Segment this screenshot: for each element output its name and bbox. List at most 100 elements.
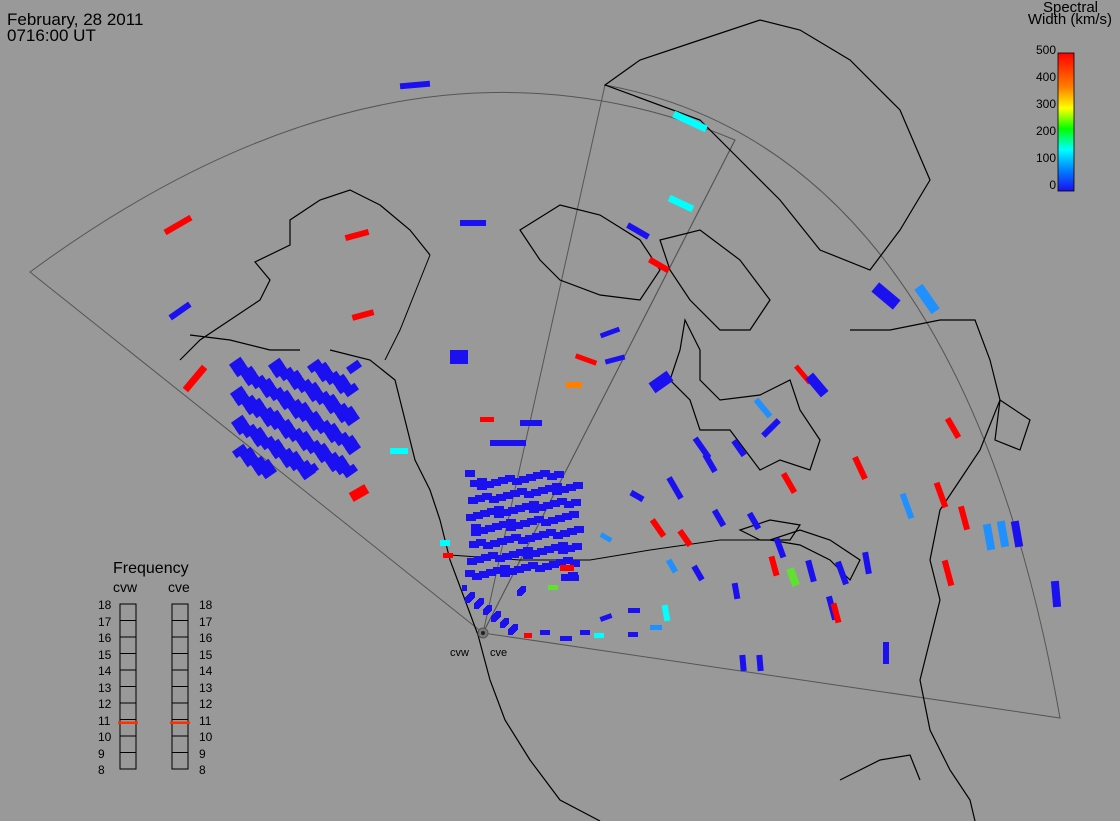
colorbar-tick: 100 [1035, 151, 1056, 165]
echo-cell [479, 571, 489, 578]
frequency-tick: 17 [199, 614, 213, 629]
echo-cell [503, 492, 513, 499]
echo-cell [327, 457, 345, 473]
echo-cell [261, 383, 279, 399]
echo-cell [558, 542, 568, 549]
radar-label-cvw: cvw [450, 647, 469, 659]
echo-cell [739, 654, 747, 672]
echo-cell [244, 400, 262, 416]
echo-cell [556, 559, 566, 566]
coastlines [179, 19, 1031, 821]
echo-cell [481, 554, 491, 561]
echo-cell [505, 475, 515, 482]
echo-cell [502, 553, 512, 560]
colorbar-tick: 300 [1035, 97, 1056, 111]
echo-cell [753, 397, 773, 419]
echo-cell [288, 456, 306, 472]
echo-cell [564, 501, 574, 508]
echo-cell [536, 504, 546, 511]
date-label: February, 28 2011 [7, 10, 144, 29]
echo-cell [649, 518, 667, 538]
echo-cell [761, 418, 781, 438]
echo-cell [519, 476, 529, 483]
echo-cell [342, 382, 360, 398]
echo-cell [390, 448, 408, 454]
echo-cell [315, 419, 333, 435]
frequency-tick: 13 [199, 680, 213, 695]
echo-cell [335, 379, 353, 395]
colorbar-swatch [1057, 52, 1075, 192]
radar-label-cve: cve [490, 647, 508, 659]
echo-cell [240, 394, 258, 410]
cve-frequency-column [170, 603, 190, 770]
echo-cell [230, 414, 248, 430]
echo-cell [248, 426, 266, 442]
echo-cell [474, 603, 479, 609]
frequency-tick: 10 [98, 730, 112, 744]
echo-cell [324, 370, 342, 386]
echo-cell [520, 420, 542, 426]
frequency-tick: 9 [199, 746, 206, 761]
arctic-islands [519, 204, 661, 301]
echo-cell [296, 378, 314, 394]
echo-cell [241, 423, 259, 439]
echo-cell [494, 506, 504, 513]
frequency-tick: 17 [98, 614, 112, 629]
echo-cell [182, 364, 208, 393]
echo-cell [504, 536, 514, 543]
echo-cell [317, 367, 335, 383]
echo-cell [336, 408, 354, 424]
echo-cell [552, 488, 562, 495]
echo-cell [278, 366, 296, 382]
echo-cell [344, 228, 370, 242]
frequency-tick: 8 [98, 763, 105, 777]
echo-cell [242, 452, 260, 468]
echo-cell [252, 432, 270, 448]
echo-cell [258, 406, 276, 422]
echo-cell [345, 359, 363, 375]
alaska-coast [179, 189, 431, 361]
echo-cell [480, 417, 494, 422]
echo-cell [477, 483, 487, 490]
cvw-fov-outline [29, 91, 736, 634]
echo-cell [957, 505, 971, 531]
echo-cell [528, 562, 538, 569]
echo-cell [344, 440, 362, 456]
echo-cell [677, 528, 693, 548]
cve-beam-edge [482, 139, 736, 634]
echo-cell [465, 470, 475, 477]
echo-cell [525, 535, 535, 542]
frequency-cell [119, 620, 137, 638]
echo-cell [665, 558, 679, 574]
echo-cell [628, 608, 640, 613]
frequency-tick: 12 [199, 697, 213, 711]
echo-cell [711, 508, 727, 528]
echo-cell [551, 544, 561, 551]
echo-cell [1010, 520, 1024, 548]
echo-cell [471, 524, 481, 531]
echo-cell [1050, 580, 1062, 608]
echo-cell [862, 551, 872, 575]
echo-cell [560, 636, 572, 641]
echo-cell [883, 642, 889, 664]
radar-sites [477, 627, 489, 639]
echo-cell [532, 533, 542, 540]
echo-cell [513, 522, 523, 529]
echo-cell [295, 459, 313, 475]
frequency-cell [171, 620, 189, 638]
echo-cell [450, 350, 468, 364]
echo-cell [334, 460, 352, 476]
echo-cell [523, 552, 533, 559]
echo-cell [321, 393, 339, 409]
echo-cell [493, 567, 503, 574]
echo-cell [257, 377, 275, 393]
echo-cell [332, 402, 350, 418]
echo-cell [506, 524, 516, 531]
frequency-legend [118, 603, 190, 770]
newfoundland [994, 398, 1031, 451]
echo-cell [467, 558, 477, 565]
echo-cell [477, 478, 487, 485]
frequency-tick: 14 [199, 664, 213, 678]
echo-cell [545, 485, 555, 492]
echo-cell [280, 424, 298, 440]
